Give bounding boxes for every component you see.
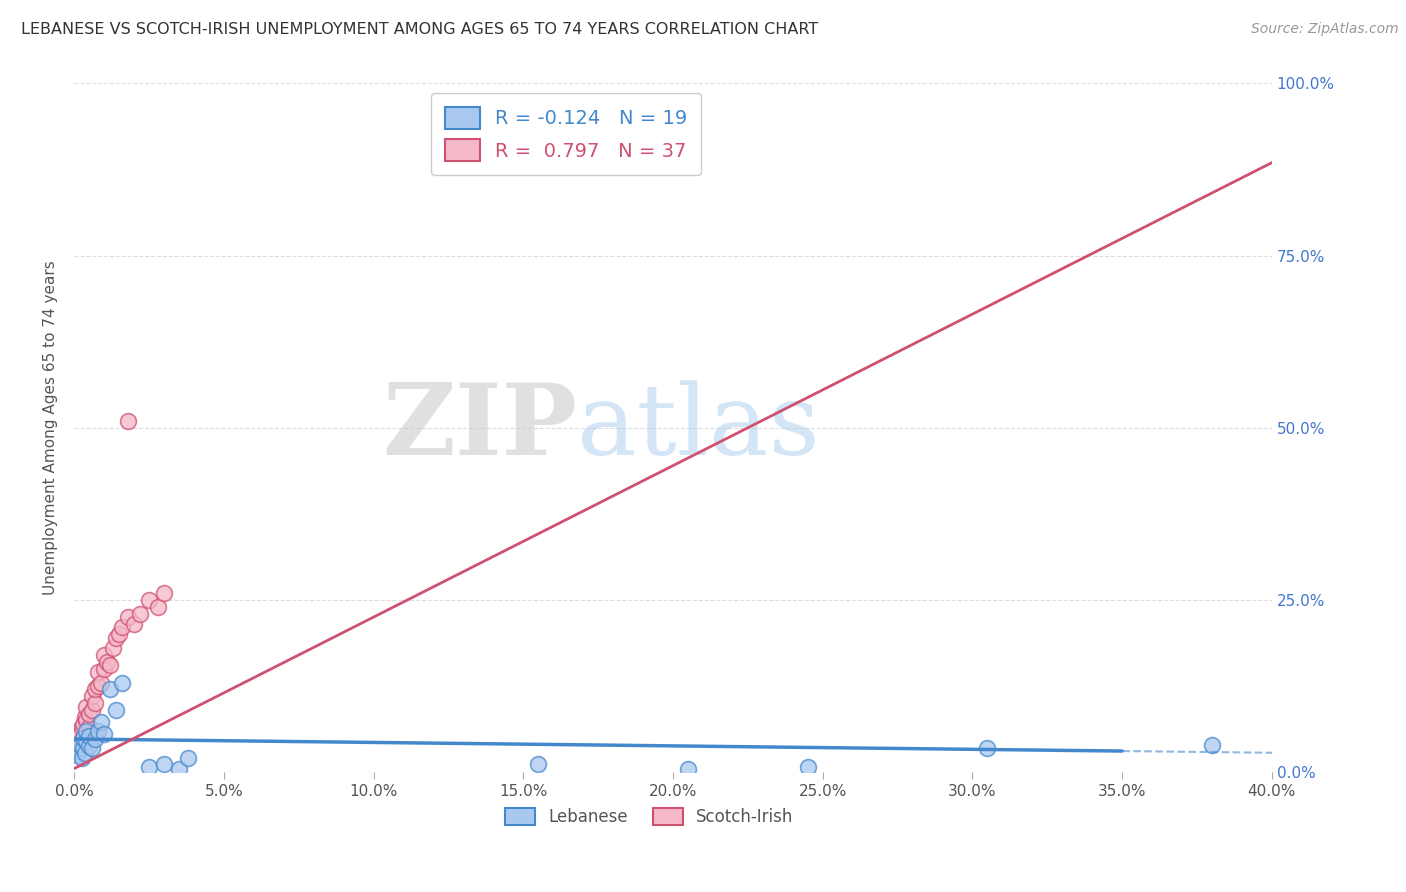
Point — [77, 729, 100, 743]
Point — [67, 723, 90, 738]
Point — [75, 723, 97, 738]
Point — [153, 586, 176, 600]
Point — [105, 703, 128, 717]
Text: LEBANESE VS SCOTCH-IRISH UNEMPLOYMENT AMONG AGES 65 TO 74 YEARS CORRELATION CHAR: LEBANESE VS SCOTCH-IRISH UNEMPLOYMENT AM… — [21, 22, 818, 37]
Text: Source: ZipAtlas.com: Source: ZipAtlas.com — [1251, 22, 1399, 37]
Point — [122, 617, 145, 632]
Point — [66, 739, 89, 753]
Point — [72, 731, 94, 745]
Point — [69, 736, 91, 750]
Point — [105, 631, 128, 645]
Point — [70, 751, 93, 765]
Point — [90, 675, 112, 690]
Point — [84, 731, 107, 746]
Point — [117, 610, 139, 624]
Point — [93, 662, 115, 676]
Point — [108, 627, 131, 641]
Point — [129, 607, 152, 621]
Point — [75, 699, 97, 714]
Point — [72, 741, 94, 756]
Point — [138, 593, 160, 607]
Point — [69, 738, 91, 752]
Point — [77, 739, 100, 753]
Point — [72, 716, 94, 731]
Point — [66, 731, 89, 745]
Point — [527, 756, 550, 771]
Point — [676, 762, 699, 776]
Point — [96, 655, 118, 669]
Point — [138, 759, 160, 773]
Point — [67, 744, 90, 758]
Point — [153, 756, 176, 771]
Point — [75, 714, 97, 728]
Text: atlas: atlas — [578, 380, 820, 475]
Point — [72, 731, 94, 745]
Point — [87, 723, 110, 738]
Point — [177, 751, 200, 765]
Y-axis label: Unemployment Among Ages 65 to 74 years: Unemployment Among Ages 65 to 74 years — [44, 260, 58, 595]
Point — [65, 738, 87, 752]
Point — [1201, 738, 1223, 752]
Point — [73, 746, 96, 760]
Point — [98, 658, 121, 673]
Point — [75, 734, 97, 748]
Point — [111, 675, 134, 690]
Point — [117, 414, 139, 428]
Point — [77, 706, 100, 721]
Point — [66, 747, 89, 762]
Point — [976, 741, 998, 756]
Point — [84, 696, 107, 710]
Point — [80, 703, 103, 717]
Point — [77, 720, 100, 734]
Point — [93, 648, 115, 662]
Point — [167, 762, 190, 776]
Point — [69, 727, 91, 741]
Point — [797, 759, 820, 773]
Point — [98, 682, 121, 697]
Legend: Lebanese, Scotch-Irish: Lebanese, Scotch-Irish — [498, 801, 800, 832]
Point — [70, 720, 93, 734]
Point — [111, 620, 134, 634]
Text: ZIP: ZIP — [382, 379, 578, 476]
Point — [90, 715, 112, 730]
Point — [101, 641, 124, 656]
Point — [80, 690, 103, 704]
Point — [93, 727, 115, 741]
Point — [73, 710, 96, 724]
Point — [146, 599, 169, 614]
Point — [87, 665, 110, 680]
Point — [80, 741, 103, 756]
Point — [87, 679, 110, 693]
Point — [84, 682, 107, 697]
